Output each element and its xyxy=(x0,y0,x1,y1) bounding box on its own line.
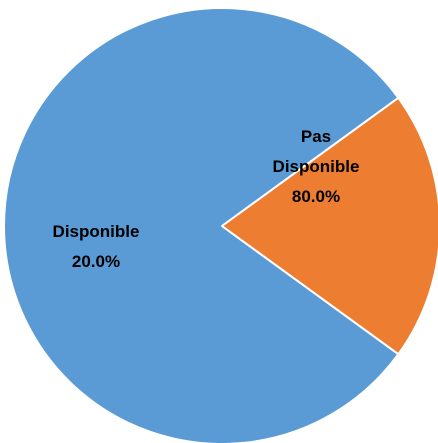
slice-category-label: Disponible xyxy=(273,157,360,176)
slice-value-label: 20.0% xyxy=(72,252,120,271)
slice-category-label: Disponible xyxy=(53,222,140,241)
pie-slice-disponible xyxy=(221,96,438,356)
pie-labels: Pas Disponible 80.0% Disponible 20.0% xyxy=(53,127,360,271)
slice-category-label: Pas xyxy=(301,127,331,146)
pie-slices xyxy=(3,7,438,443)
slice-label-pas-disponible: Pas Disponible 80.0% xyxy=(273,127,360,206)
slice-value-label: 80.0% xyxy=(292,187,340,206)
pie-slice-pas-disponible xyxy=(3,7,400,443)
slice-label-disponible: Disponible 20.0% xyxy=(53,222,140,271)
